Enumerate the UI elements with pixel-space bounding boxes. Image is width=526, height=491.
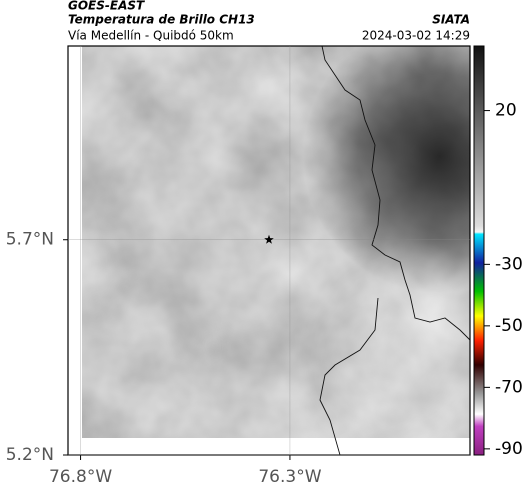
colorbar-tick-label: -30: [495, 254, 523, 274]
title: GOES-EAST: [68, 0, 145, 13]
x-tick-label: 76.8°W: [49, 467, 112, 487]
y-tick-label: 5.2°N: [6, 445, 54, 465]
y-tick-label: 5.7°N: [6, 230, 54, 250]
warm-area: [82, 46, 470, 438]
colorbar-tick-label: 20: [495, 101, 517, 121]
x-tick-label: 76.3°W: [258, 467, 321, 487]
subtitle: Temperatura de Brillo CH13: [68, 13, 255, 27]
timestamp: 2024-03-02 14:29: [362, 29, 470, 43]
colorbar: [473, 45, 485, 456]
border-line: [319, 297, 379, 456]
source: SIATA: [432, 13, 470, 27]
satellite-image: [82, 46, 470, 438]
caption: Vía Medellín - Quibdó 50km: [68, 29, 234, 43]
colorbar-tick-label: -70: [495, 377, 523, 397]
colorbar-tick-label: -90: [495, 439, 523, 459]
location-marker: [264, 234, 274, 244]
borders: [319, 45, 471, 456]
border-line: [321, 45, 471, 341]
colorbar-tick-label: -50: [495, 316, 523, 336]
